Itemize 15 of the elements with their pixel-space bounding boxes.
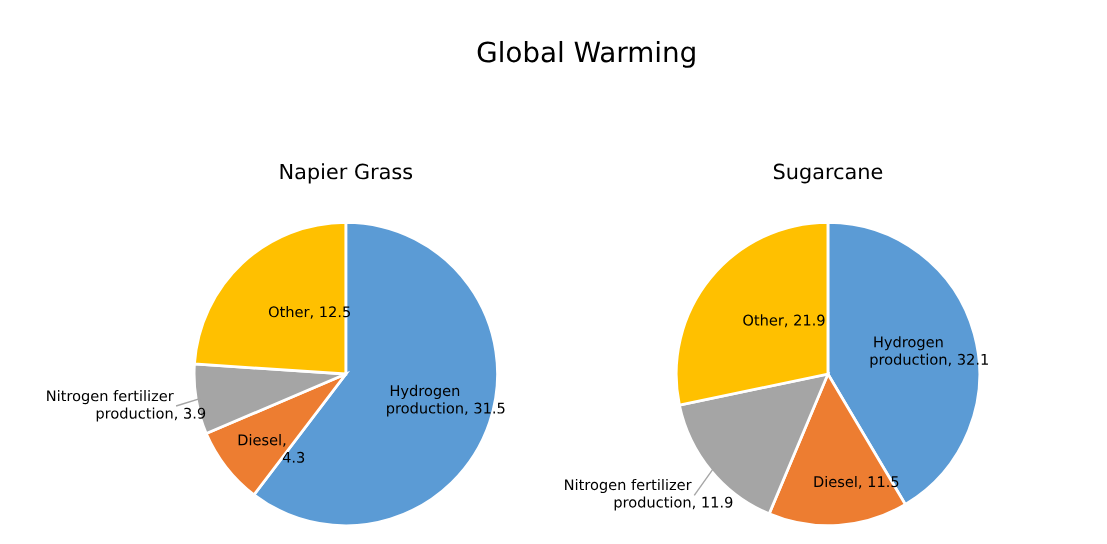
chart-title: Sugarcane	[773, 163, 883, 184]
slice-label: Other	[743, 314, 784, 326]
slice-label: Diesel	[814, 475, 857, 488]
slice-label: Diesel	[238, 434, 281, 446]
slice-label: Nitrogen fertilizer production	[47, 390, 174, 422]
text: Global Warming	[477, 40, 695, 68]
slice-label: Hydrogen production	[387, 384, 463, 417]
data-label: , 21.9	[784, 314, 825, 328]
data-label: , 11.9	[692, 496, 733, 510]
chart-title: Napier Grass	[280, 163, 413, 184]
slice-label: Nitrogen fertilizer production	[565, 478, 692, 511]
data-label: , 4.3	[282, 443, 305, 463]
slice-label: Hydrogen production	[870, 336, 947, 368]
data-label: , 3.9	[174, 407, 206, 421]
slice-label: Other	[268, 306, 310, 318]
